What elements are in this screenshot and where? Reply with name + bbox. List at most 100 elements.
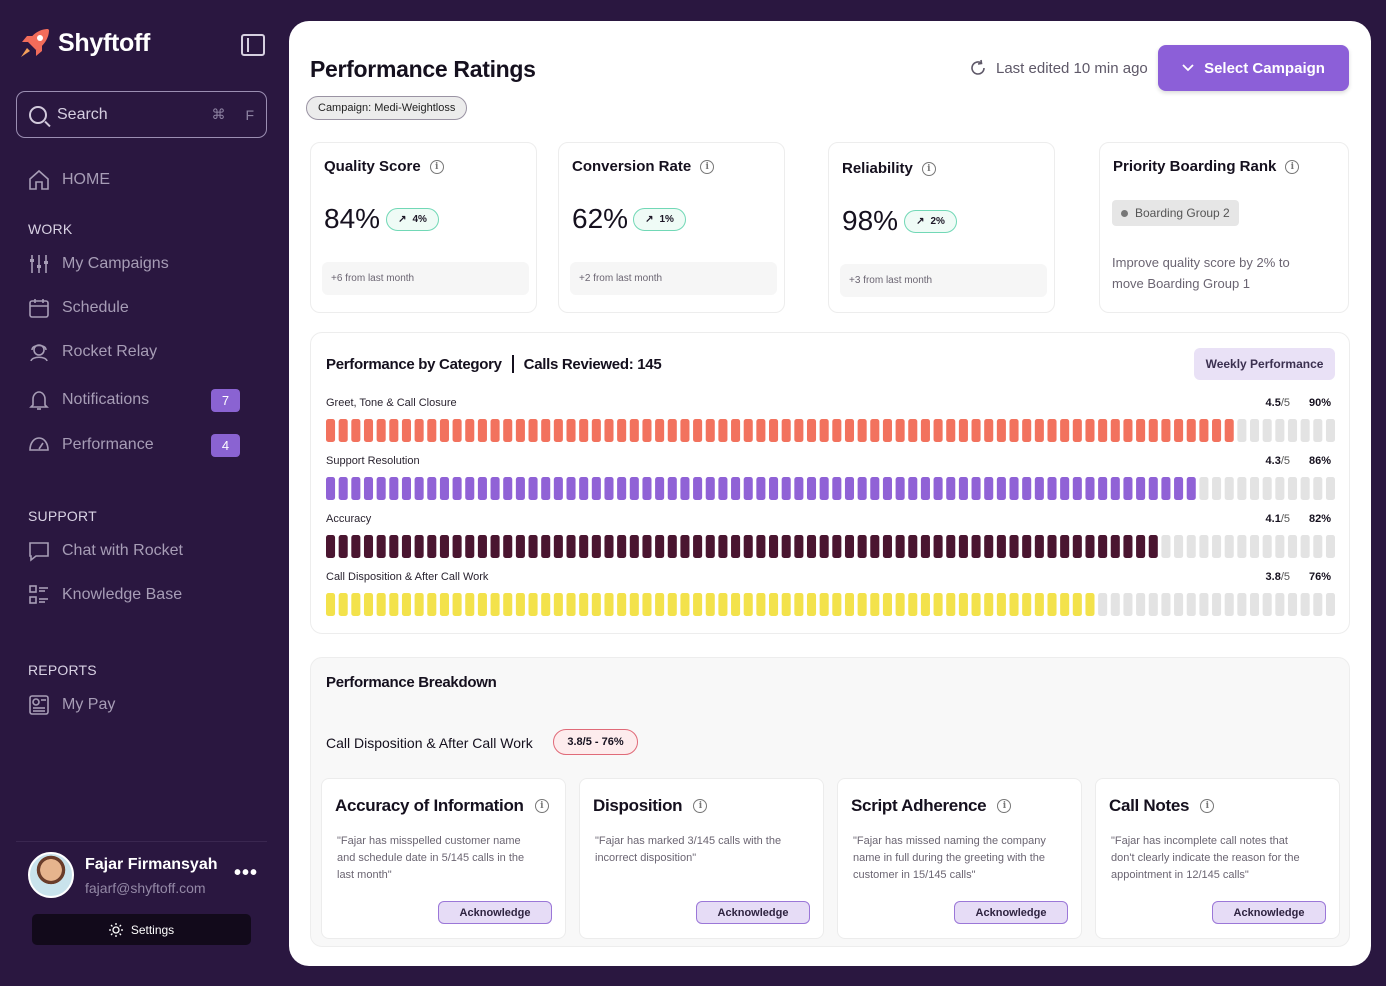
- bar-segment-filled: [844, 535, 855, 558]
- sidebar-item-chat[interactable]: Chat with Rocket: [28, 537, 240, 565]
- info-icon[interactable]: i: [1285, 159, 1300, 174]
- bar-segment-filled: [389, 477, 399, 500]
- category-row: Greet, Tone & Call Closure 4.5/5 90%: [326, 397, 1335, 449]
- info-icon[interactable]: i: [693, 799, 708, 813]
- acknowledge-button[interactable]: Acknowledge: [438, 901, 552, 924]
- acknowledge-button[interactable]: Acknowledge: [696, 901, 810, 924]
- sidebar-item-notifications[interactable]: Notifications 7: [28, 386, 240, 414]
- info-icon[interactable]: i: [534, 799, 549, 813]
- pay-icon: [28, 694, 50, 716]
- bar-segment-filled: [503, 535, 513, 558]
- bar-segment-filled: [920, 593, 930, 616]
- stat-subtext: +2 from last month: [570, 262, 777, 295]
- score-value: 3.8: [1265, 571, 1281, 583]
- progress-bar: [326, 477, 1335, 500]
- bar-segment-filled: [389, 593, 399, 616]
- sidebar-item-my-campaigns[interactable]: My Campaigns: [28, 250, 240, 278]
- bar-segment-empty: [1287, 477, 1298, 500]
- breakdown-item-title-text: Script Adherence: [851, 796, 987, 815]
- bar-segment-empty: [1212, 477, 1222, 500]
- bar-segment-filled: [376, 535, 386, 558]
- bar-segment-filled: [566, 419, 576, 442]
- bar-segment-filled: [718, 419, 728, 442]
- arrow-up-right-icon: ↗: [398, 214, 407, 225]
- bar-segment-filled: [996, 593, 1006, 616]
- bar-segment-filled: [946, 477, 956, 500]
- bar-segment-filled: [996, 535, 1006, 558]
- bar-segment-filled: [769, 593, 779, 616]
- bar-segment-filled: [1110, 535, 1120, 558]
- sidebar-collapse-icon[interactable]: [241, 34, 265, 56]
- bar-segment-filled: [351, 535, 361, 558]
- bar-segment-filled: [705, 535, 715, 558]
- bar-segment-filled: [1199, 419, 1209, 442]
- bar-segment-empty: [1199, 535, 1209, 558]
- calendar-icon: [28, 297, 50, 319]
- notifications-badge: 7: [211, 388, 240, 412]
- acknowledge-button[interactable]: Acknowledge: [1212, 901, 1326, 924]
- bar-segment-filled: [844, 419, 855, 442]
- bar-segment-filled: [477, 477, 487, 500]
- divider: [511, 355, 514, 373]
- bar-segment-filled: [731, 535, 741, 558]
- category-score: 3.8/5: [1266, 571, 1290, 583]
- campaign-chip[interactable]: Campaign: Medi-Weightloss: [306, 96, 468, 120]
- info-icon[interactable]: i: [921, 161, 936, 176]
- sidebar-item-my-pay[interactable]: My Pay: [28, 691, 240, 719]
- bar-segment-filled: [958, 477, 968, 500]
- bar-segment-filled: [515, 593, 525, 616]
- sidebar-item-performance[interactable]: Performance 4: [28, 431, 240, 459]
- sidebar-item-home[interactable]: HOME: [28, 166, 240, 194]
- bar-segment-filled: [857, 477, 867, 500]
- priority-boarding-card: Priority Boarding Rank i Boarding Group 2…: [1099, 142, 1349, 313]
- bar-segment-filled: [895, 477, 905, 500]
- page-title: Performance Ratings: [310, 56, 536, 82]
- app-logo[interactable]: Shyftoff: [18, 26, 150, 60]
- bar-segment-filled: [1009, 593, 1019, 616]
- bar-segment-filled: [882, 593, 892, 616]
- bar-segment-filled: [1110, 477, 1120, 500]
- info-icon[interactable]: i: [997, 799, 1012, 813]
- bar-segment-filled: [389, 535, 399, 558]
- acknowledge-button[interactable]: Acknowledge: [954, 901, 1068, 924]
- info-icon[interactable]: i: [429, 159, 444, 174]
- shortcut-key-f: F: [245, 106, 254, 123]
- score-value: 4.5: [1265, 397, 1281, 409]
- search-input[interactable]: Search ⌘ F: [16, 91, 267, 138]
- settings-button[interactable]: Settings: [32, 914, 251, 945]
- bar-segment-filled: [655, 477, 665, 500]
- info-icon[interactable]: i: [1200, 799, 1215, 813]
- bar-segment-filled: [642, 477, 652, 500]
- bar-segment-filled: [819, 593, 829, 616]
- bar-segment-filled: [756, 419, 766, 442]
- breakdown-item-card: Disposition i "Fajar has marked 3/145 cal…: [579, 778, 824, 939]
- info-icon[interactable]: i: [700, 159, 715, 174]
- bar-segment-filled: [515, 477, 525, 500]
- bar-segment-filled: [452, 477, 462, 500]
- bar-segment-filled: [363, 419, 374, 442]
- bar-segment-filled: [857, 593, 867, 616]
- bar-segment-empty: [1313, 419, 1323, 442]
- more-options-icon[interactable]: •••: [234, 862, 259, 884]
- bar-segment-filled: [908, 477, 918, 500]
- bar-segment-filled: [452, 419, 462, 442]
- bar-segment-filled: [718, 535, 728, 558]
- sidebar-item-schedule[interactable]: Schedule: [28, 294, 240, 322]
- trend-badge: ↗ 1%: [633, 208, 686, 231]
- bar-segment-filled: [629, 593, 639, 616]
- bar-segment-filled: [1060, 535, 1070, 558]
- bar-segment-filled: [591, 477, 601, 500]
- sidebar-item-rocket-relay[interactable]: Rocket Relay: [28, 338, 240, 366]
- avatar[interactable]: [28, 852, 74, 898]
- breakdown-title: Performance Breakdown: [326, 674, 497, 691]
- reliability-card: Reliability i 98% ↗ 2% +3 from last month: [828, 142, 1055, 313]
- bar-segment-filled: [351, 419, 361, 442]
- bar-segment-empty: [1325, 419, 1335, 442]
- sidebar-item-knowledge-base[interactable]: Knowledge Base: [28, 581, 240, 609]
- bar-segment-empty: [1325, 535, 1335, 558]
- select-campaign-button[interactable]: Select Campaign: [1158, 45, 1349, 91]
- bar-segment-filled: [591, 535, 601, 558]
- bar-segment-filled: [1047, 477, 1057, 500]
- weekly-performance-button[interactable]: Weekly Performance: [1194, 348, 1335, 380]
- bar-segment-empty: [1250, 535, 1260, 558]
